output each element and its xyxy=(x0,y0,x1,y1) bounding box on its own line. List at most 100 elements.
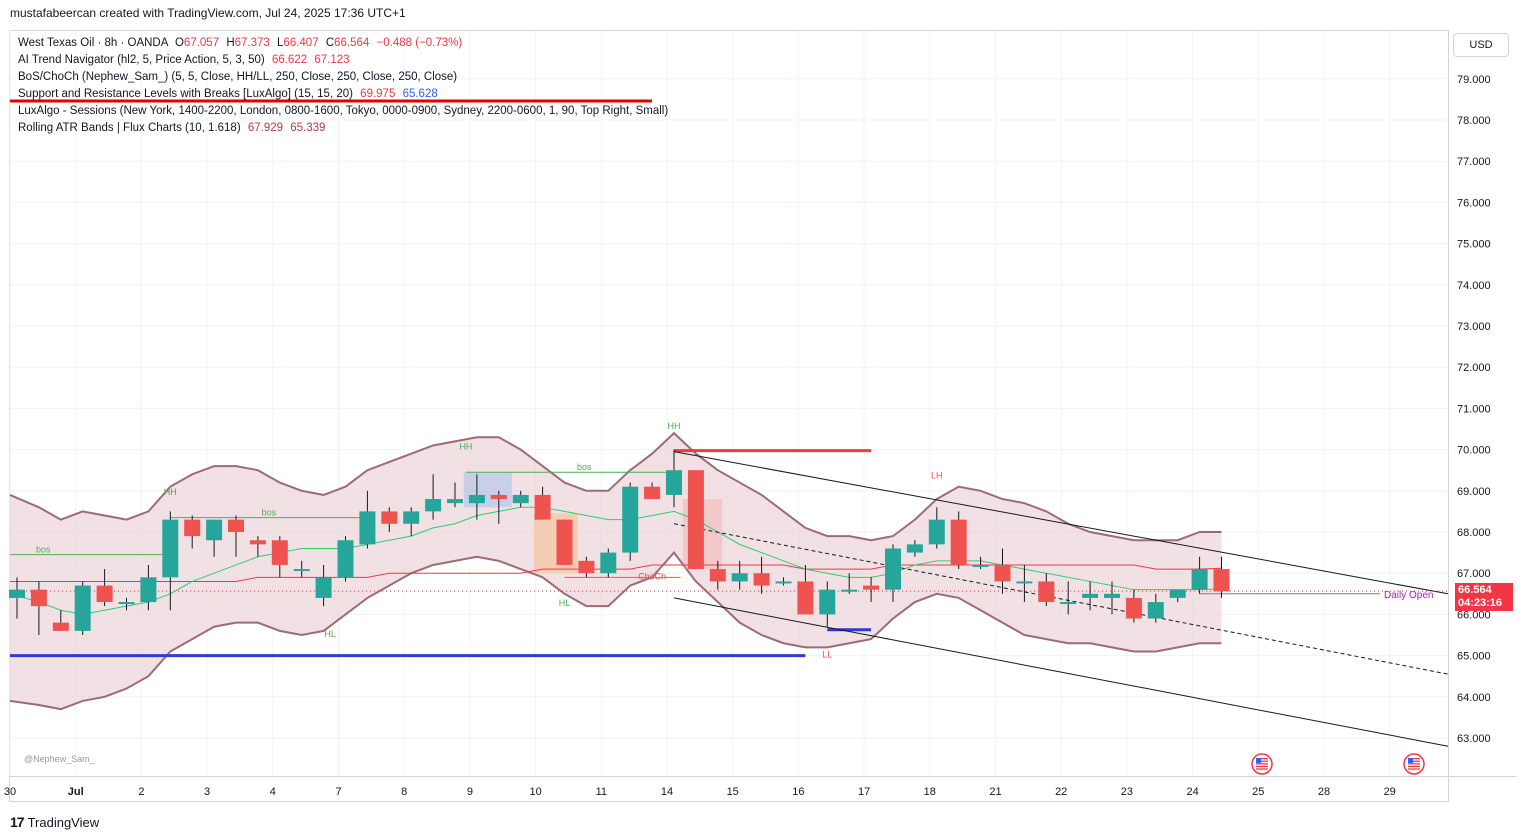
candle-up xyxy=(425,499,442,512)
candle-down xyxy=(687,470,704,570)
candle-up xyxy=(885,548,901,590)
brand-name: TradingView xyxy=(27,814,100,830)
price-tick-label: 68.000 xyxy=(1457,527,1491,539)
structure-label: bos xyxy=(262,508,277,518)
indicator-value-1: 69.975 xyxy=(360,88,396,100)
flag-stripe xyxy=(1256,760,1268,762)
flag-canton xyxy=(1256,758,1261,763)
candle-up xyxy=(162,519,179,578)
structure-label: ChoCh xyxy=(638,571,666,581)
price-axis xyxy=(1449,30,1516,802)
candle-up xyxy=(1060,602,1077,605)
footer-brand: 17 TradingView xyxy=(10,814,99,830)
candle-up xyxy=(1191,569,1208,590)
us-flag-event-icon[interactable] xyxy=(1251,753,1273,775)
candle-up xyxy=(337,540,354,578)
time-tick-label: 30 xyxy=(4,786,16,798)
candle-up xyxy=(118,602,135,605)
candle-up xyxy=(206,519,223,541)
last-price-tag: 66.564 04:23:16 xyxy=(1455,583,1513,611)
indicator-name: BoS/ChoCh (Nephew_Sam_) (5, 5, Close, HH… xyxy=(18,71,458,83)
candle-down xyxy=(578,560,595,574)
close-label: C xyxy=(325,37,335,49)
candle-down xyxy=(753,573,770,586)
candle-down xyxy=(644,486,661,500)
candle-down xyxy=(381,511,398,524)
symbol-name[interactable]: West Texas Oil · 8h · OANDA xyxy=(18,37,168,49)
high-value: 67.373 xyxy=(234,37,270,49)
candle-up xyxy=(1104,593,1120,598)
daily-open-label: Daily Open xyxy=(1384,590,1433,601)
channel-mid-line xyxy=(673,523,1449,675)
low-label: L xyxy=(277,37,284,49)
indicator-name: AI Trend Navigator (hl2, 5, Price Action… xyxy=(18,54,265,66)
time-tick-label: 17 xyxy=(858,786,870,798)
atr-band-lower-line xyxy=(9,551,1222,711)
candle-up xyxy=(928,519,945,545)
flag-stripe xyxy=(1256,763,1268,765)
time-tick-label: 8 xyxy=(401,786,407,798)
indicator-row-support-resistance[interactable]: Support and Resistance Levels with Break… xyxy=(18,86,668,103)
candle-down xyxy=(271,540,288,565)
candle-up xyxy=(359,511,376,545)
indicator-row-bos-choch[interactable]: BoS/ChoCh (Nephew_Sam_) (5, 5, Close, HH… xyxy=(18,69,668,86)
candle-up xyxy=(666,470,682,495)
indicator-row-atr-bands[interactable]: Rolling ATR Bands | Flux Charts (10, 1.6… xyxy=(18,120,668,137)
candle-down xyxy=(556,519,573,565)
indicator-value-1: 66.622 xyxy=(271,54,308,66)
structure-label: HH xyxy=(459,442,472,452)
time-tick-label: 28 xyxy=(1318,786,1330,798)
indicator-value-1: 67.929 xyxy=(247,122,284,134)
indicator-row-ai-trend[interactable]: AI Trend Navigator (hl2, 5, Price Action… xyxy=(18,52,668,69)
structure-label: LH xyxy=(931,470,943,480)
indicator-value-2: 65.628 xyxy=(402,88,438,100)
candle-down xyxy=(184,519,201,537)
candle-up xyxy=(140,577,157,603)
candle-up xyxy=(906,544,923,553)
price-tick-label: 71.000 xyxy=(1457,403,1491,415)
price-tick-label: 77.000 xyxy=(1457,156,1491,168)
attribution-text: mustafabeercan created with TradingView.… xyxy=(10,6,406,20)
candle-down xyxy=(1038,581,1055,603)
candle-up xyxy=(403,511,420,524)
candle-down xyxy=(950,519,967,565)
candle-down xyxy=(52,622,69,631)
flag-stripe xyxy=(1408,758,1420,760)
indicator-value-2: 65.339 xyxy=(290,122,326,134)
symbol-legend-row[interactable]: West Texas Oil · 8h · OANDA O67.057 H67.… xyxy=(18,35,668,52)
time-tick-label: 15 xyxy=(727,786,739,798)
candle-down xyxy=(994,564,1011,582)
time-tick-label: 4 xyxy=(270,786,276,798)
us-flag-event-icon[interactable] xyxy=(1403,753,1425,775)
time-tick-label: 21 xyxy=(989,786,1001,798)
bar-countdown: 04:23:16 xyxy=(1458,597,1503,609)
atr-band-upper-line xyxy=(9,431,1222,542)
candle-down xyxy=(490,494,507,500)
indicator-row-sessions[interactable]: LuxAlgo - Sessions (New York, 1400-2200,… xyxy=(18,103,668,120)
price-tick-label: 64.000 xyxy=(1457,692,1491,704)
candle-down xyxy=(30,589,47,607)
price-tick-label: 69.000 xyxy=(1457,486,1491,498)
time-tick-label: 18 xyxy=(924,786,936,798)
price-tick-label: 78.000 xyxy=(1457,115,1491,127)
price-tick-label: 79.000 xyxy=(1457,74,1491,86)
candle-down xyxy=(863,585,880,590)
currency-selector[interactable]: USD xyxy=(1453,33,1509,57)
candle-down xyxy=(249,540,266,545)
flag-stripe xyxy=(1408,760,1420,762)
price-tick-label: 67.000 xyxy=(1457,568,1491,580)
time-tick-label: 14 xyxy=(661,786,673,798)
channel-lower-line xyxy=(673,597,1449,747)
candle-up xyxy=(315,577,332,598)
high-label: H xyxy=(226,37,235,49)
candle-up xyxy=(731,573,748,582)
flag-canton xyxy=(1408,758,1413,763)
close-value: 66.564 xyxy=(334,37,370,49)
flag-stripe xyxy=(1256,758,1268,760)
price-tick-label: 70.000 xyxy=(1457,445,1491,457)
indicator-name: Support and Resistance Levels with Break… xyxy=(18,88,353,100)
price-tick-label: 75.000 xyxy=(1457,239,1491,251)
indicator-name: LuxAlgo - Sessions (New York, 1400-2200,… xyxy=(18,105,669,117)
candle-up xyxy=(512,494,529,504)
